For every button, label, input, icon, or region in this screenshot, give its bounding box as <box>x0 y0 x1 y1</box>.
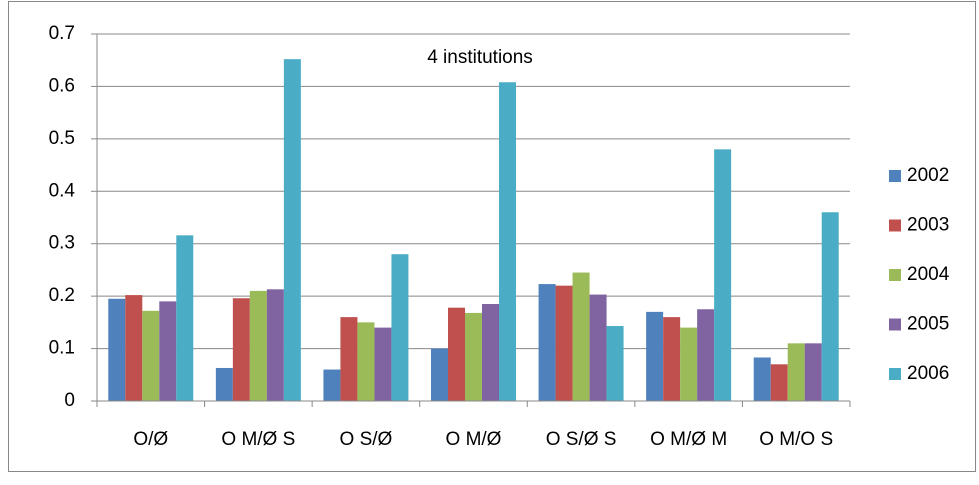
legend-swatch <box>889 368 901 380</box>
bar <box>431 348 448 401</box>
bar <box>125 295 143 401</box>
legend-swatch <box>889 269 901 281</box>
bar <box>448 307 465 401</box>
bar <box>714 149 732 401</box>
bar <box>215 367 233 401</box>
y-tick-label: 0.1 <box>49 338 75 359</box>
bar <box>391 254 409 401</box>
legend-swatch <box>889 219 901 232</box>
legend-label: 2004 <box>907 264 950 285</box>
x-tick-label: O M/Ø S <box>221 429 295 450</box>
bar <box>108 298 126 401</box>
x-tick-label: O/Ø <box>133 429 168 450</box>
x-tick-label: O S/Ø <box>340 429 393 450</box>
bar <box>142 310 160 401</box>
bar <box>555 285 573 401</box>
bar <box>232 298 250 401</box>
y-tick-label: 0.2 <box>49 285 75 306</box>
bar <box>499 82 516 401</box>
bar <box>374 327 392 401</box>
x-tick-label: O S/Ø S <box>546 429 617 450</box>
bar <box>176 235 194 401</box>
legend-label: 2006 <box>907 363 949 384</box>
bar <box>770 364 788 401</box>
bar <box>697 309 715 401</box>
y-tick-label: 0.6 <box>49 75 75 96</box>
bar <box>646 311 664 401</box>
chart-title: 4 institutions <box>427 47 533 68</box>
bar <box>680 327 698 401</box>
bar <box>249 290 267 401</box>
bar <box>606 326 624 401</box>
y-tick-label: 0 <box>64 390 75 411</box>
legend-swatch <box>889 170 901 182</box>
y-tick-label: 0.5 <box>49 128 75 149</box>
x-tick-label: O M/Ø <box>446 429 502 450</box>
bar <box>821 212 839 401</box>
bar <box>465 312 482 401</box>
bar <box>804 343 822 401</box>
legend-label: 2003 <box>907 215 949 236</box>
bar <box>357 322 375 401</box>
bar <box>663 317 681 401</box>
bar <box>482 304 499 401</box>
bar <box>266 289 284 401</box>
bar <box>159 301 177 401</box>
x-tick-label: O M/O S <box>759 429 833 450</box>
bar <box>753 357 771 401</box>
bar <box>283 59 301 402</box>
x-tick-label: O M/Ø M <box>650 429 727 450</box>
bar <box>589 294 607 401</box>
legend-label: 2002 <box>907 165 949 186</box>
bar <box>572 272 590 401</box>
y-tick-label: 0.4 <box>49 180 76 201</box>
y-tick-label: 0.3 <box>49 233 75 254</box>
bar <box>538 284 556 401</box>
bar <box>787 343 805 401</box>
legend-label: 2005 <box>907 314 949 335</box>
bar <box>323 369 341 401</box>
y-tick-label: 0.7 <box>49 23 75 44</box>
bar <box>340 317 358 401</box>
legend-swatch <box>889 318 901 331</box>
